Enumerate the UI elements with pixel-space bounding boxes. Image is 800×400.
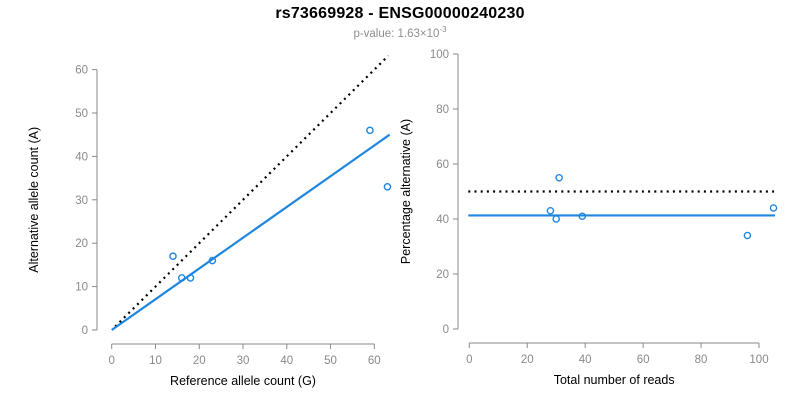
right-plot: 0 20 40 60 80 100 0 20 40 60 80 100 Total number of … xyxy=(399,49,778,387)
y-tick-label: 20 xyxy=(436,269,449,281)
data-point xyxy=(383,182,392,191)
x-tick-label: 50 xyxy=(324,355,337,367)
data-point xyxy=(186,274,195,282)
x-tick-label: 0 xyxy=(466,354,472,366)
x-tick-label: 40 xyxy=(579,354,592,366)
y-tick-label: 20 xyxy=(75,238,88,250)
p-value-subtitle: p-value: 1.63×10-3 xyxy=(0,25,800,40)
y-tick-label: 0 xyxy=(443,324,449,336)
data-point xyxy=(552,215,561,223)
x-tick-label: 100 xyxy=(749,354,768,366)
page-title: rs73669928 - ENSG00000240230 xyxy=(275,5,525,22)
y-tick-label: 0 xyxy=(82,325,88,337)
y-tick-label: 40 xyxy=(436,214,449,226)
left-plot: 0 10 20 30 40 50 60 0 10 20 30 40 50 60 Reference alle… xyxy=(27,54,392,388)
x-tick-label: 60 xyxy=(368,355,381,367)
data-point xyxy=(366,126,374,135)
data-point xyxy=(769,204,778,212)
p-value-base: p-value: 1.63×10 xyxy=(353,27,440,40)
data-point xyxy=(208,256,217,265)
chart-header: rs73669928 - ENSG00000240230 p-value: 1.… xyxy=(0,0,800,40)
data-point xyxy=(169,252,177,261)
data-point xyxy=(578,212,587,221)
y-tick-label: 60 xyxy=(436,159,449,171)
y-tick-label: 10 xyxy=(75,282,88,294)
x-axis-title: Total number of reads xyxy=(554,373,675,387)
x-tick-label: 30 xyxy=(237,355,250,367)
y-tick-label: 40 xyxy=(75,151,88,163)
x-axis-title: Reference allele count (G) xyxy=(170,374,316,388)
x-tick-label: 80 xyxy=(695,354,708,366)
x-tick-label: 10 xyxy=(149,355,162,367)
y-tick-label: 30 xyxy=(75,195,88,207)
x-tick-label: 20 xyxy=(193,355,206,367)
data-point xyxy=(546,206,555,215)
regression-line xyxy=(111,133,391,331)
x-tick-label: 40 xyxy=(280,355,293,367)
x-tick-label: 20 xyxy=(521,354,534,366)
y-tick-label: 50 xyxy=(75,108,88,120)
y-tick-label: 80 xyxy=(436,104,449,116)
y-axis-title: Alternative allele count (A) xyxy=(27,127,41,273)
p-value-exponent: -3 xyxy=(439,25,447,34)
y-axis-title: Percentage alternative (A) xyxy=(399,119,413,264)
x-tick-label: 0 xyxy=(108,355,114,367)
y-tick-label: 100 xyxy=(430,49,449,61)
data-point xyxy=(177,274,186,282)
identity-line xyxy=(114,54,390,328)
data-point xyxy=(743,231,752,240)
x-tick-label: 60 xyxy=(637,354,650,366)
data-point xyxy=(555,173,563,182)
y-tick-label: 60 xyxy=(75,65,88,77)
